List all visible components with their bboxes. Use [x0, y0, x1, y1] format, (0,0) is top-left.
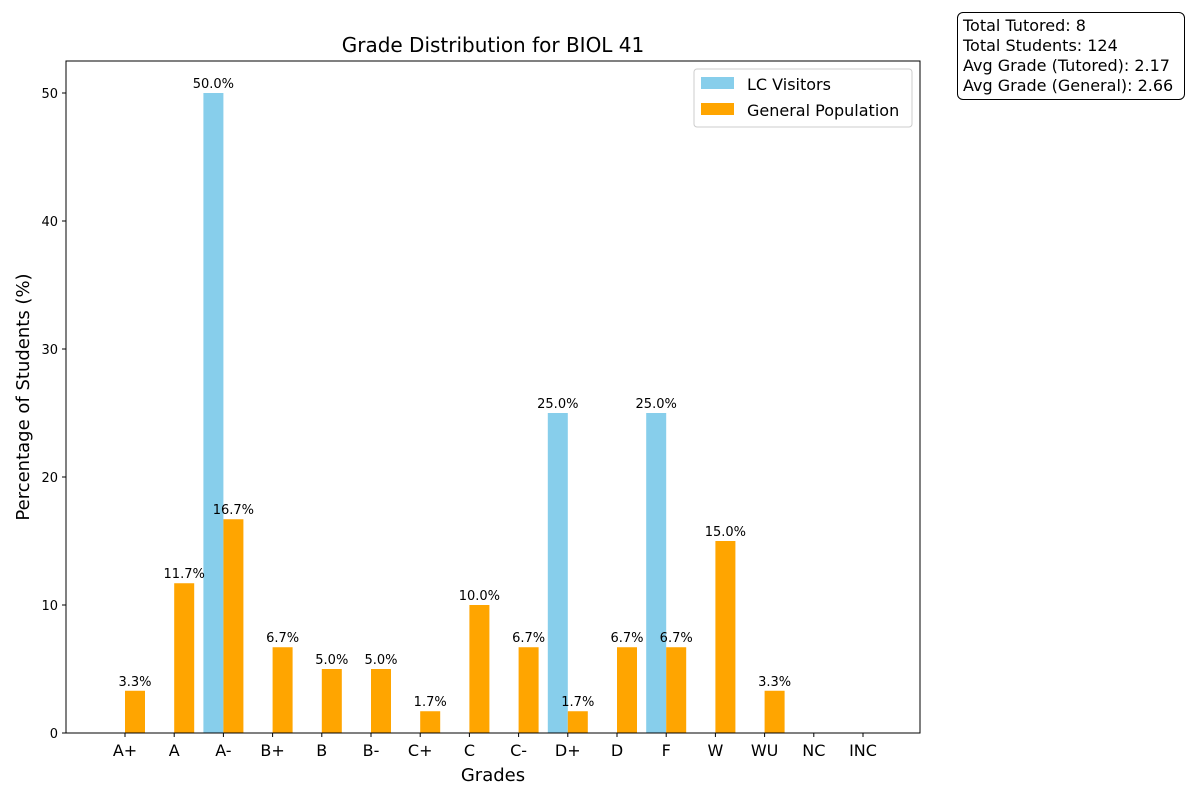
x-tick-label-inc: INC	[849, 741, 877, 760]
x-tick-label-wu: WU	[751, 741, 779, 760]
bar-label-general-population-d: 6.7%	[610, 631, 643, 646]
plot-frame	[65, 60, 921, 734]
x-tick-label-w: W	[707, 741, 723, 760]
bar-value-labels: 50.0% 25.0% 25.0% 3.3% 11.7% 16.7% 6.7% 5.0% 5.0…	[118, 77, 791, 710]
x-tick-label-a: A	[169, 741, 180, 760]
x-axis: A+ A A- B+ B B- C+ C C- D+ D F W WU NC INC	[113, 733, 877, 760]
x-tick-label-d: D+	[555, 741, 581, 760]
legend-label-lc-visitors: LC Visitors	[747, 75, 831, 94]
y-axis-label: Percentage of Students (%)	[13, 273, 34, 520]
bar-general-population-a	[125, 690, 145, 733]
y-tick-label-40: 40	[41, 215, 58, 230]
legend-swatch-general-population	[701, 103, 734, 115]
total-students-text: Total Students: 124	[963, 36, 1118, 55]
bar-label-general-population-a: 16.7%	[213, 503, 254, 518]
legend: LC Visitors General Population	[693, 68, 913, 128]
bar-label-general-population-wu: 3.3%	[758, 675, 791, 690]
bar-general-population-f	[666, 647, 687, 733]
x-tick-label-nc: NC	[802, 741, 825, 760]
bar-label-lc-visitors-a: 50.0%	[193, 77, 234, 92]
bar-general-population-b	[371, 669, 391, 733]
y-axis: 0 10 20 30 40 50	[41, 87, 66, 742]
legend-swatch-lc-visitors	[701, 77, 734, 89]
x-tick-label-a: A-	[215, 741, 231, 760]
y-tick-label-50: 50	[41, 87, 58, 102]
x-tick-label-a: A+	[113, 741, 137, 760]
bar-label-general-population-b: 5.0%	[364, 653, 397, 668]
x-tick-label-c: C-	[510, 741, 527, 760]
bar-general-population-a	[174, 583, 195, 733]
x-tick-label-c: C+	[408, 741, 433, 760]
avg-grade-general-text: Avg Grade (General): 2.66	[963, 76, 1174, 95]
bar-label-general-population-c: 1.7%	[414, 695, 447, 710]
bar-label-general-population-f: 6.7%	[660, 631, 693, 646]
bar-label-general-population-a: 11.7%	[164, 567, 205, 582]
x-tick-label-d: D	[611, 741, 623, 760]
bar-label-lc-visitors-d: 25.0%	[537, 397, 578, 412]
summary-stats-box: Total Tutored: 8 Total Students: 124 Avg…	[957, 12, 1185, 100]
x-axis-label: Grades	[461, 765, 525, 786]
y-tick-label-0: 0	[50, 727, 58, 742]
bar-label-lc-visitors-f: 25.0%	[636, 397, 677, 412]
bar-general-population-c	[420, 711, 441, 733]
bar-label-general-population-c: 6.7%	[512, 631, 545, 646]
bar-label-general-population-b: 5.0%	[315, 653, 348, 668]
bar-label-general-population-b: 6.7%	[266, 631, 299, 646]
y-tick-label-30: 30	[41, 343, 58, 358]
legend-label-general-population: General Population	[747, 101, 899, 120]
total-tutored-text: Total Tutored: 8	[963, 16, 1086, 35]
bar-lc-visitors-d	[547, 413, 568, 733]
x-tick-label-b: B-	[363, 741, 380, 760]
x-tick-label-c: C	[464, 741, 475, 760]
y-tick-label-20: 20	[41, 471, 58, 486]
bar-label-general-population-a: 3.3%	[118, 675, 151, 690]
bar-label-general-population-d: 1.7%	[561, 695, 594, 710]
bar-general-population-b	[321, 669, 342, 733]
plot-bars	[125, 93, 785, 733]
bar-general-population-d	[567, 711, 588, 733]
bar-general-population-d	[617, 647, 637, 733]
bar-lc-visitors-a	[203, 93, 224, 733]
bar-label-general-population-w: 15.0%	[705, 525, 746, 540]
bar-general-population-c	[469, 605, 490, 733]
x-tick-label-b: B+	[260, 741, 284, 760]
legend-frame	[693, 68, 913, 128]
bar-lc-visitors-f	[646, 413, 667, 733]
x-tick-label-f: F	[662, 741, 671, 760]
y-tick-label-10: 10	[41, 599, 58, 614]
avg-grade-tutored-text: Avg Grade (Tutored): 2.17	[963, 56, 1170, 75]
chart-title: Grade Distribution for BIOL 41	[342, 33, 645, 57]
bar-general-population-w	[715, 541, 736, 733]
bar-general-population-c	[518, 647, 539, 733]
bar-general-population-b	[272, 647, 293, 733]
bar-label-general-population-c: 10.0%	[459, 589, 500, 604]
bar-general-population-wu	[764, 690, 785, 733]
bar-general-population-a	[223, 519, 244, 733]
x-tick-label-b: B	[316, 741, 327, 760]
